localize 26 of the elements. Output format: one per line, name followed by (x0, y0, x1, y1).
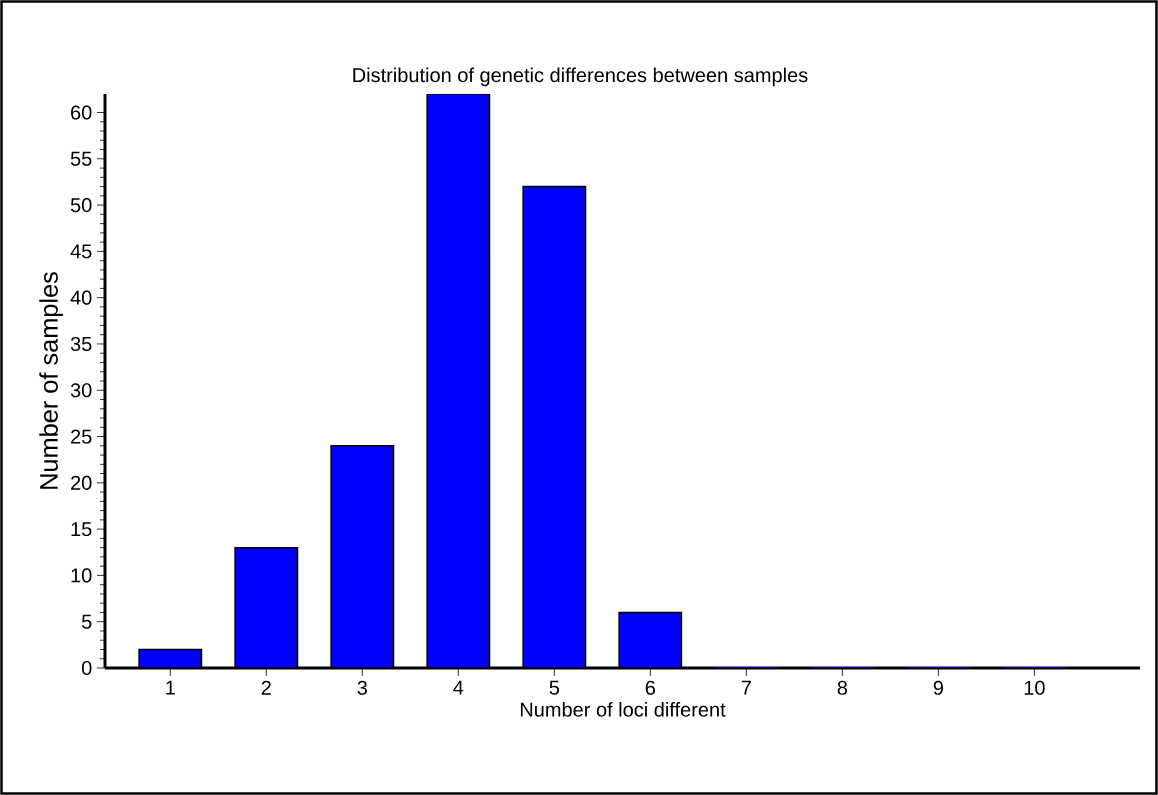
y-tick-label: 50 (70, 198, 92, 213)
chart-title: Distribution of genetic differences between samples (353, 67, 808, 87)
y-tick-label: 55 (70, 151, 92, 166)
y-axis-title: Number of samples (39, 272, 63, 489)
y-tick-label: 35 (70, 336, 92, 352)
y-tick-label: 20 (71, 475, 92, 490)
y-tick-label: 45 (70, 244, 92, 259)
x-tick-label: 8 (837, 680, 848, 695)
y-tick-label: 10 (71, 568, 92, 583)
x-tick-label: 2 (261, 680, 271, 695)
y-tick-label: 40 (70, 290, 92, 305)
x-tick-label: 9 (933, 680, 943, 695)
x-tick-label: 5 (549, 680, 560, 695)
y-tick-label: 15 (71, 522, 92, 537)
y-tick-label: 30 (70, 383, 92, 398)
x-axis-title: Number of loci different (520, 702, 726, 717)
y-tick-label: 25 (71, 429, 92, 444)
x-tick-label: 10 (1024, 680, 1045, 695)
y-tick-label: 0 (81, 660, 92, 676)
x-tick-label: 7 (741, 680, 751, 695)
x-tick-label: 4 (453, 680, 464, 695)
x-tick-label: 6 (645, 680, 656, 695)
x-tick-label: 3 (357, 680, 367, 695)
y-tick-label: 5 (81, 614, 92, 629)
x-tick-label: 1 (166, 680, 175, 695)
y-tick-label: 60 (71, 105, 92, 120)
